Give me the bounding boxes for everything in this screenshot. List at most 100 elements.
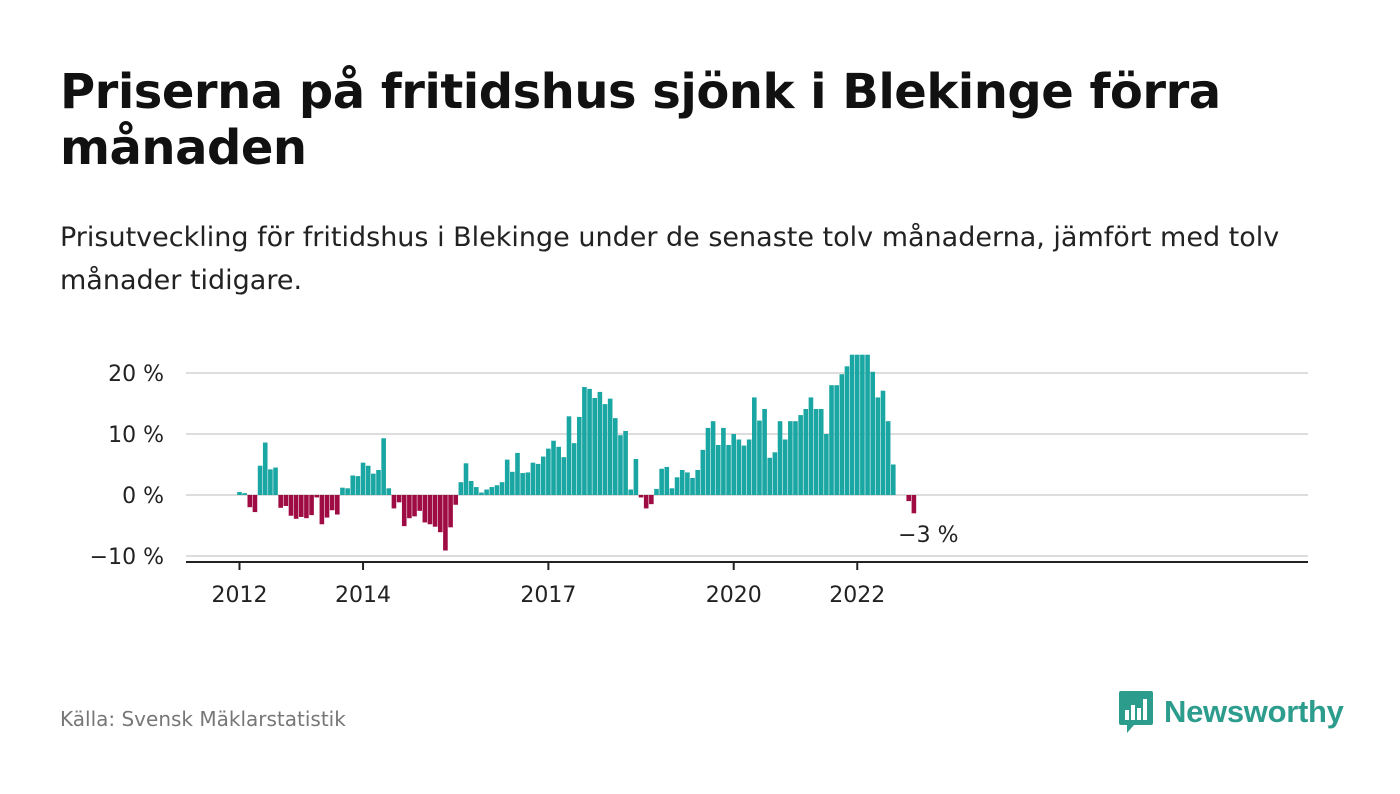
bar: [417, 495, 422, 511]
bar: [664, 466, 670, 495]
bar: [679, 469, 685, 495]
bar: [710, 421, 716, 495]
bar: [242, 493, 247, 495]
bar: [587, 388, 592, 495]
bar: [623, 430, 628, 495]
bar: [504, 459, 510, 495]
bar: [782, 439, 788, 495]
bar: [757, 420, 762, 495]
y-tick-label: −10 %: [90, 545, 164, 570]
bar: [880, 390, 886, 495]
bar: [885, 421, 891, 495]
bar: [463, 463, 469, 495]
bar: [839, 374, 845, 495]
bar: [458, 482, 464, 495]
bar: [535, 463, 541, 495]
bar: [695, 469, 700, 495]
bar: [468, 480, 474, 495]
bar: [309, 495, 314, 516]
bar: [741, 445, 747, 495]
bar: [268, 469, 273, 495]
bar: [818, 408, 824, 495]
bar: [288, 495, 294, 516]
bar: [525, 472, 531, 495]
bar: [355, 476, 361, 495]
x-tick-label: 2012: [212, 583, 268, 608]
bar: [257, 465, 263, 495]
bar: [690, 477, 695, 495]
y-axis-labels: 20 % 10 % 0 % −10 %: [90, 362, 164, 570]
bar: [746, 439, 752, 495]
bar: [412, 495, 417, 517]
bar: [700, 449, 706, 495]
x-tick-label: 2014: [335, 583, 391, 608]
x-tick-label: 2020: [706, 583, 762, 608]
bar: [350, 475, 356, 495]
bar: [669, 488, 675, 495]
bar: [638, 495, 644, 498]
y-tick-label: 0 %: [122, 484, 164, 509]
bar: [515, 452, 520, 495]
bar: [824, 434, 829, 495]
bar: [314, 495, 320, 498]
bar: [875, 397, 881, 495]
bar: [865, 354, 870, 495]
bar: [803, 408, 809, 495]
bar: [628, 489, 634, 495]
bar: [335, 495, 340, 515]
bar: [381, 438, 386, 495]
bar: [860, 354, 865, 495]
bar: [407, 495, 412, 519]
bar: [237, 491, 242, 495]
bar: [345, 488, 350, 495]
bar: [674, 477, 680, 495]
bar: [767, 457, 773, 495]
bar: [798, 415, 803, 495]
bar: [854, 354, 860, 495]
bar-series: [237, 354, 917, 551]
bar: [304, 495, 309, 519]
bar-chart: 2012 2014 2017 2020 2022 20 % 10 % 0 % −10 % −3…: [90, 354, 1308, 608]
last-value-annotation: −3 %: [898, 523, 958, 548]
bar: [736, 439, 742, 495]
bar: [247, 495, 253, 508]
bar: [772, 452, 778, 495]
bar: [659, 468, 664, 495]
bar: [551, 440, 556, 495]
bar: [443, 495, 448, 551]
x-axis-ticks: 2012 2014 2017 2020 2022: [212, 562, 885, 608]
bar: [592, 398, 598, 495]
bar: [793, 421, 798, 495]
bar: [489, 487, 495, 495]
bar: [437, 495, 443, 533]
bar: [813, 408, 819, 495]
bar: [777, 421, 783, 495]
bar: [474, 487, 479, 495]
bar: [731, 434, 737, 495]
bar: [566, 416, 572, 495]
bar: [298, 495, 304, 517]
bar: [654, 488, 659, 495]
bar: [788, 421, 793, 495]
y-tick-label: 20 %: [108, 362, 164, 387]
bar: [386, 488, 392, 495]
bar: [422, 495, 428, 523]
bar: [360, 462, 366, 495]
bar: [726, 444, 731, 495]
newsworthy-brand[interactable]: Newsworthy: [1118, 690, 1344, 734]
bar: [262, 442, 268, 495]
bar: [685, 472, 690, 495]
bar: [278, 495, 283, 508]
bar: [329, 495, 335, 511]
brand-name: Newsworthy: [1164, 694, 1344, 729]
bar: [391, 495, 397, 509]
bar: [401, 495, 407, 527]
bar: [252, 495, 258, 513]
bar: [453, 495, 459, 505]
bar: [834, 385, 839, 495]
bar: [649, 495, 654, 505]
bar: [510, 471, 515, 495]
bar: [870, 371, 875, 495]
bar: [911, 495, 917, 514]
bar: [561, 457, 567, 495]
